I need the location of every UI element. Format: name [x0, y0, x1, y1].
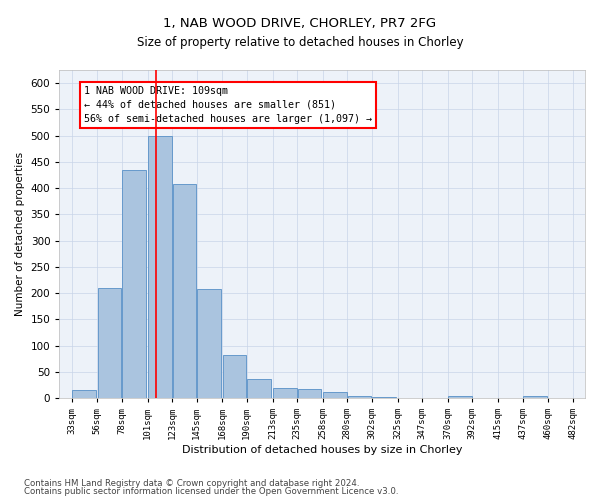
Bar — [148, 136, 172, 398]
Bar — [323, 392, 347, 398]
Bar — [197, 290, 221, 398]
X-axis label: Distribution of detached houses by size in Chorley: Distribution of detached houses by size … — [182, 445, 463, 455]
Y-axis label: Number of detached properties: Number of detached properties — [15, 152, 25, 316]
Bar — [448, 396, 472, 398]
Text: Contains public sector information licensed under the Open Government Licence v3: Contains public sector information licen… — [24, 487, 398, 496]
Bar — [273, 388, 296, 398]
Text: 1, NAB WOOD DRIVE, CHORLEY, PR7 2FG: 1, NAB WOOD DRIVE, CHORLEY, PR7 2FG — [163, 18, 437, 30]
Bar — [298, 389, 321, 398]
Bar — [348, 396, 371, 398]
Bar — [122, 170, 146, 398]
Bar — [98, 288, 121, 398]
Text: 1 NAB WOOD DRIVE: 109sqm
← 44% of detached houses are smaller (851)
56% of semi-: 1 NAB WOOD DRIVE: 109sqm ← 44% of detach… — [84, 86, 372, 124]
Bar — [173, 184, 196, 398]
Text: Size of property relative to detached houses in Chorley: Size of property relative to detached ho… — [137, 36, 463, 49]
Text: Contains HM Land Registry data © Crown copyright and database right 2024.: Contains HM Land Registry data © Crown c… — [24, 478, 359, 488]
Bar — [72, 390, 96, 398]
Bar — [523, 396, 547, 398]
Bar — [372, 397, 396, 398]
Bar — [247, 378, 271, 398]
Bar — [223, 354, 247, 398]
